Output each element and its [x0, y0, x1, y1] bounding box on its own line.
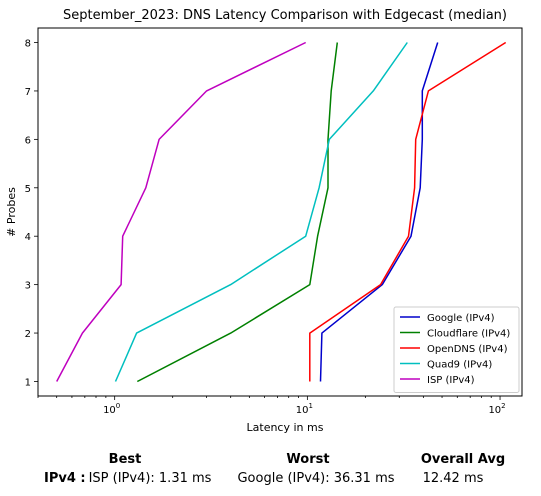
x-axis: 100 101 102	[37, 396, 506, 416]
series-line-quad9-ipv4	[114, 42, 408, 382]
y-tick-label: 1	[25, 377, 31, 388]
y-tick-label: 6	[25, 135, 31, 146]
plot-frame	[37, 27, 523, 397]
y-axis: 1 2 3 4 5 6 7 8	[25, 39, 38, 388]
y-tick-label: 3	[25, 281, 31, 292]
chart-title: September_2023: DNS Latency Comparison w…	[63, 8, 507, 23]
series-lines	[56, 41, 507, 383]
best-header: Best	[108, 452, 142, 467]
legend-label: Cloudflare (IPv4)	[427, 329, 510, 340]
series-line-isp-ipv4	[56, 41, 307, 382]
x-tick-label: 101	[296, 402, 313, 416]
legend-label: OpenDNS (IPv4)	[427, 344, 508, 355]
y-tick-label: 7	[25, 87, 31, 98]
series-line-opendns-ipv4	[309, 41, 507, 382]
legend-box	[393, 306, 520, 393]
worst-header: Worst	[286, 452, 330, 467]
best-value: ISP (IPv4): 1.31 ms	[88, 471, 212, 486]
legend: Google (IPv4) Cloudflare (IPv4) OpenDNS (I…	[393, 306, 520, 393]
legend-label: ISP (IPv4)	[427, 375, 475, 386]
x-tick-label: 100	[103, 402, 120, 416]
worst-value: Google (IPv4): 36.31 ms	[237, 471, 395, 486]
y-axis-label: # Probes	[5, 187, 18, 237]
x-axis-label: Latency in ms	[247, 421, 324, 434]
y-tick-label: 8	[25, 39, 31, 50]
y-tick-label: 2	[25, 329, 31, 340]
overall-avg-value: 12.42 ms	[422, 471, 484, 486]
legend-label: Google (IPv4)	[427, 313, 495, 324]
chart: September_2023: DNS Latency Comparison w…	[5, 8, 523, 434]
legend-label: Quad9 (IPv4)	[427, 360, 492, 371]
overall-avg-header: Overall Avg	[420, 452, 506, 467]
stats-table: Best Worst Overall Avg IPv4 : ISP (IPv4)…	[0, 450, 541, 496]
x-tick-label: 102	[488, 402, 505, 416]
series-line-google-ipv4	[319, 42, 439, 382]
y-tick-label: 4	[25, 232, 31, 243]
y-tick-label: 5	[25, 184, 31, 195]
series-line-cloudflare-ipv4	[136, 42, 339, 383]
ipv4-row-label: IPv4 :	[44, 471, 86, 486]
